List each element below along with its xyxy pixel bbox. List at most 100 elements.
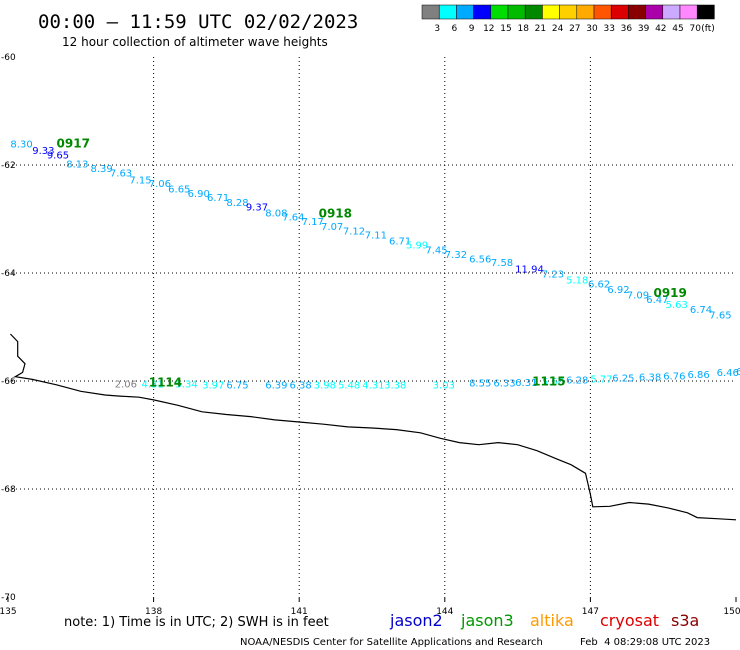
swh-value-label: 6.74: [690, 305, 712, 316]
lon-tick-label: 150: [723, 607, 740, 617]
swh-value-label: 6.65: [168, 185, 190, 196]
map-title: 00:00 – 11:59 UTC 02/02/2023: [38, 11, 358, 33]
swh-value-label: 7.17: [302, 217, 324, 228]
satellite-legend-jason2: jason2: [389, 611, 443, 630]
swh-value-label: 6.62: [588, 280, 610, 291]
colorbar-label: 39: [638, 24, 650, 34]
colorbar-swatch: [696, 4, 715, 20]
lat-tick-label: -62: [1, 161, 16, 171]
wave-height-colorbar: 3 6 9 12 15 18 21 24 27 30 33 36 39 42 45 70 (ft): [421, 4, 715, 34]
swh-value-label: 7.06: [149, 179, 171, 190]
colorbar-swatch: [421, 4, 440, 20]
swh-value-label: 6.76: [663, 371, 685, 382]
lat-tick-label: -64: [1, 269, 16, 279]
antarctic-coastline: [9, 333, 737, 521]
swh-value-label: 7.12: [343, 227, 365, 238]
colorbar-label: 24: [552, 24, 564, 34]
swh-value-label: 7.64: [282, 213, 304, 224]
colorbar-label: 15: [500, 24, 511, 34]
swh-value-label: 8.30: [10, 140, 32, 151]
swh-value-label: 6.38: [639, 372, 661, 383]
colorbar-swatch: [679, 4, 698, 20]
swh-value-label: 6.47: [646, 295, 668, 306]
pass-time-label: 1115: [532, 374, 565, 388]
satellite-legend-s3a: s3a: [671, 611, 699, 630]
swh-value-label: 7.32: [445, 250, 467, 261]
colorbar-swatch: [456, 4, 474, 20]
swh-value-label: 3.98: [314, 381, 336, 392]
colorbar-swatch: [628, 4, 646, 20]
swh-value-label: 7.11: [365, 230, 387, 241]
swh-value-label: 3.97: [202, 381, 224, 392]
colorbar-swatch: [490, 4, 509, 20]
colorbar-label: 33: [603, 24, 614, 34]
colorbar-swatch: [610, 4, 629, 20]
swh-value-label: 5.99: [406, 241, 428, 252]
pass-time-label: 0918: [319, 206, 352, 220]
swh-value-label: 7.07: [321, 222, 343, 233]
footer-credit: NOAA/NESDIS Center for Satellite Applica…: [240, 637, 543, 648]
swh-value-label: 6.90: [188, 189, 210, 200]
swh-value-label: 9.37: [246, 202, 268, 213]
swh-value-label: 6.5: [736, 367, 740, 378]
lon-tick-label: 138: [145, 607, 162, 617]
pass-time-label: 0917: [57, 137, 90, 151]
colorbar-swatch: [507, 4, 526, 20]
swh-value-label: 4.31: [362, 381, 384, 392]
colorbar-label: 6: [452, 24, 458, 34]
altimeter-tracks: 8.309.339.658.13 8.397.637.157.066.656.90…: [10, 137, 740, 392]
lon-tick-label: 141: [291, 607, 308, 617]
colorbar-label: 36: [621, 24, 633, 34]
map-subtitle: 12 hour collection of altimeter wave hei…: [62, 35, 328, 49]
axis-tick-labels: 135 138 141 144 147 150 -60 -62 -64 -66 -68 -70: [0, 53, 740, 617]
swh-value-label: 7.65: [709, 310, 731, 321]
coastline: [9, 333, 737, 521]
satellite-legend-altika: altika: [530, 611, 574, 630]
swh-value-label: 8.39: [91, 164, 113, 175]
swh-value-label: 8.55: [469, 378, 491, 389]
lon-tick-label: 147: [582, 607, 599, 617]
footer-timestamp: Feb 4 08:29:08 UTC 2023: [580, 637, 710, 648]
swh-value-label: 7.45: [425, 246, 447, 257]
lat-tick-label: -70: [1, 593, 16, 603]
lat-tick-label: -60: [1, 53, 16, 63]
swh-value-label: 8.08: [265, 208, 287, 219]
swh-value-label: 6.38: [289, 381, 311, 392]
pass-time-label: 0919: [653, 286, 686, 300]
colorbar-label: 18: [517, 24, 529, 34]
graticule: [8, 57, 736, 597]
swh-value-label: 3.03: [433, 381, 455, 392]
swh-value-label: 9.65: [47, 151, 69, 162]
swh-value-label: 2.06: [115, 379, 137, 390]
swh-value-label: 6.92: [607, 285, 629, 296]
swh-value-label: 5.63: [666, 300, 688, 311]
swh-value-label: 6.31: [515, 378, 537, 389]
swh-value-label: 9.33: [32, 146, 54, 157]
swh-value-label: 7.23: [542, 269, 564, 280]
colorbar-swatch: [473, 4, 492, 20]
swh-value-label: 6.39: [265, 381, 287, 392]
swh-value-label: 7.15: [129, 175, 151, 186]
swh-value-label: 5.48: [338, 381, 360, 392]
swh-value-label: 7.09: [627, 290, 649, 301]
swh-value-label: 8.13: [66, 160, 88, 171]
swh-value-label: 6.71: [207, 193, 229, 204]
colorbar-swatch: [559, 4, 578, 20]
swh-value-label: 6.33: [493, 378, 515, 389]
colorbar-swatch: [645, 4, 664, 20]
lon-tick-label: 135: [0, 607, 17, 617]
lon-tick-label: 144: [436, 607, 453, 617]
satellite-legend: jason2 jason3 altika cryosat s3a: [389, 611, 699, 630]
colorbar-label: 70: [689, 24, 701, 34]
swh-value-label: 6.25: [612, 374, 634, 385]
colorbar-swatch: [542, 4, 560, 20]
satellite-legend-cryosat: cryosat: [600, 611, 659, 630]
swh-value-label: 8.28: [226, 198, 248, 209]
swh-value-label: 5.77: [590, 375, 612, 386]
colorbar-label: 45: [672, 24, 683, 34]
colorbar-swatch: [438, 4, 457, 20]
colorbar-swatch: [662, 4, 681, 20]
swh-value-label: 6.71: [389, 236, 411, 247]
